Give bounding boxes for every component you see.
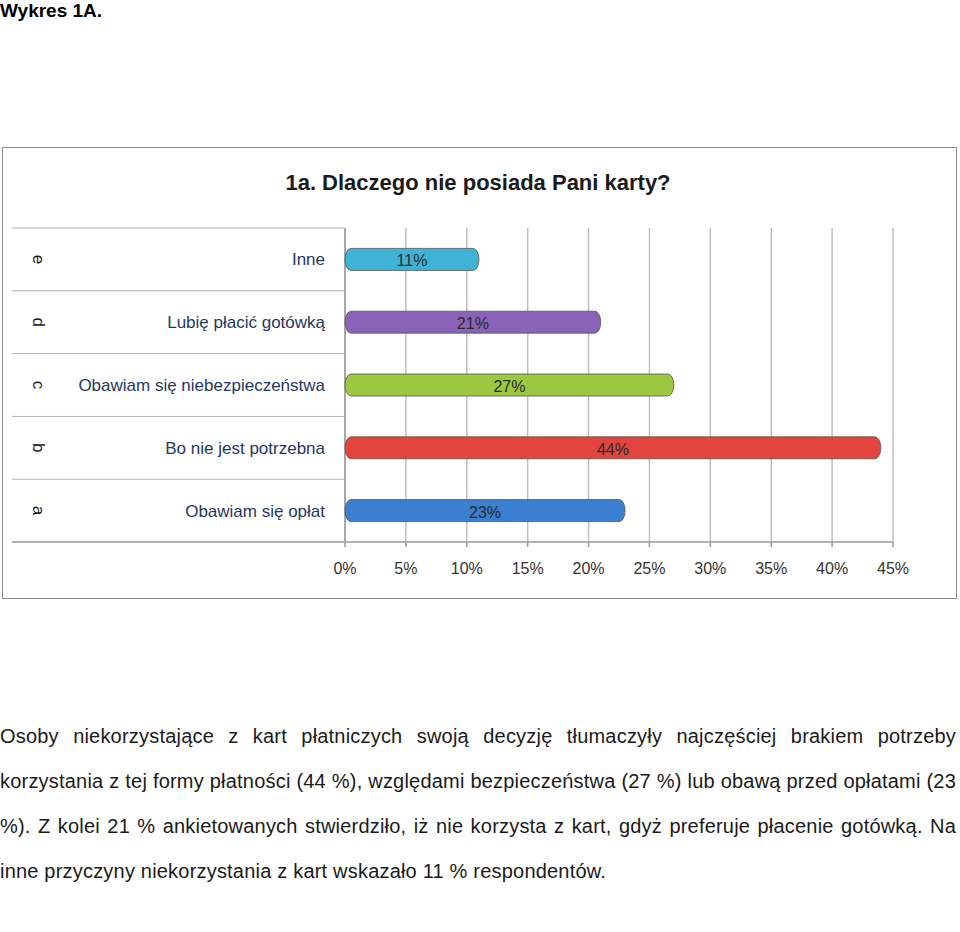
tick-label: 15% — [512, 560, 544, 577]
data-label: 11% — [397, 252, 428, 269]
tick-label: 40% — [816, 560, 848, 577]
tick-label: 30% — [694, 560, 726, 577]
category-separator — [12, 479, 345, 480]
bar — [345, 311, 601, 333]
category-separator — [12, 228, 345, 229]
data-label: 23% — [469, 504, 501, 521]
x-axis — [345, 541, 893, 543]
category-label: Bo nie jest potrzebna — [165, 439, 325, 458]
category-separator — [12, 353, 345, 354]
bar — [345, 500, 625, 522]
category-code: d — [29, 317, 48, 326]
tick-label: 35% — [755, 560, 787, 577]
grid-line — [892, 228, 894, 542]
data-label: 27% — [493, 378, 525, 395]
tick-label: 25% — [633, 560, 665, 577]
category-separator — [12, 416, 345, 417]
grid-line — [770, 228, 772, 542]
heading: Wykres 1A. — [0, 0, 102, 22]
category-code: e — [29, 255, 48, 264]
plot-area — [345, 228, 893, 542]
category-label: Obawiam się niebezpieczeństwa — [78, 376, 325, 395]
category-label: Obawiam się opłat — [185, 502, 325, 521]
data-label: 44% — [597, 441, 629, 458]
tick-label: 5% — [394, 560, 417, 577]
data-label: 21% — [457, 315, 489, 332]
bar — [345, 437, 881, 459]
category-axis-line — [12, 541, 345, 543]
category-separator — [12, 542, 345, 543]
bar — [345, 374, 674, 396]
grid-line — [831, 228, 833, 542]
category-code: b — [29, 443, 48, 452]
category-label: Lubię płacić gotówką — [167, 313, 325, 332]
tick-label: 10% — [451, 560, 483, 577]
tick-label: 0% — [333, 560, 356, 577]
chart-title: 1a. Dlaczego nie posiada Pani karty? — [285, 170, 670, 195]
category-code: a — [29, 506, 48, 516]
category-code: c — [29, 381, 48, 390]
chart-frame — [3, 148, 957, 599]
paragraph: Osoby niekorzystające z kart płatniczych… — [0, 714, 956, 894]
grid-line — [710, 228, 712, 542]
tick-label: 45% — [877, 560, 909, 577]
category-separator — [12, 290, 345, 291]
tick-label: 20% — [573, 560, 605, 577]
chart: 1a. Dlaczego nie posiada Pani karty? 0% 5%… — [0, 0, 960, 600]
category-label: Inne — [292, 250, 325, 269]
bar — [345, 248, 479, 270]
